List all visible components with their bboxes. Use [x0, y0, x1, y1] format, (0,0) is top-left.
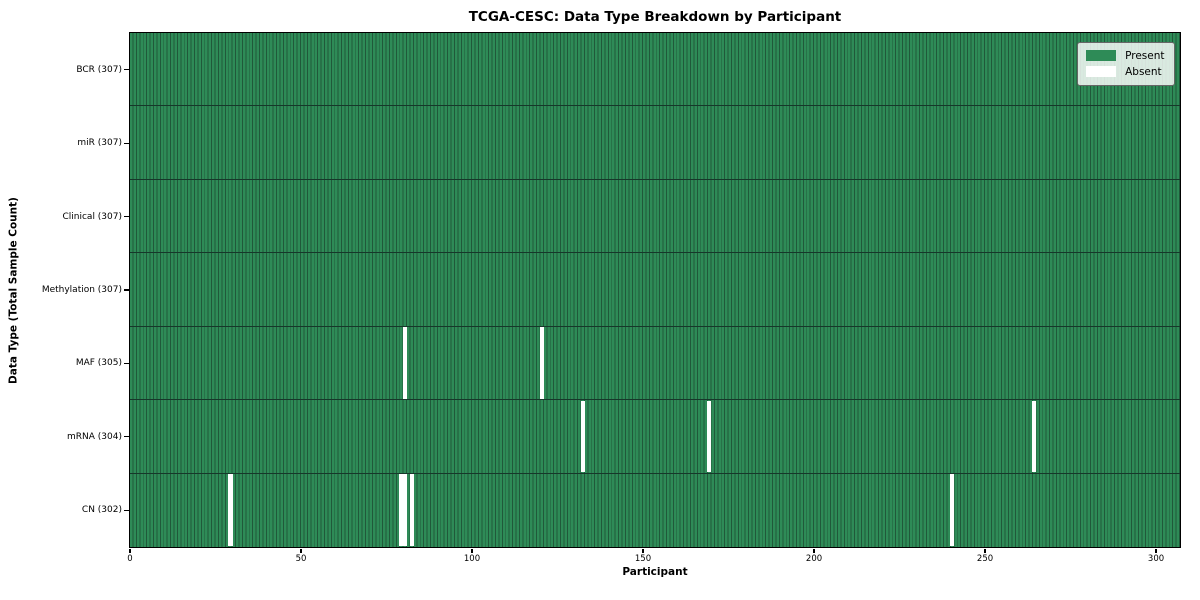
x-tick-label: 100	[463, 554, 481, 564]
y-tick-label: MAF (305)	[75, 358, 122, 369]
legend-item-label: Present	[1125, 49, 1165, 62]
y-tick-mark	[123, 436, 129, 438]
absent-cell	[402, 327, 407, 399]
y-tick-label: Methylation (307)	[41, 285, 122, 295]
absent-cell	[707, 400, 712, 473]
x-tick-label: 300	[1147, 554, 1165, 564]
absent-cell	[1032, 400, 1037, 473]
absent-cell	[580, 400, 585, 473]
x-tick-label: 150	[634, 554, 652, 564]
absent-cell	[950, 473, 955, 546]
row-divider	[129, 178, 1180, 180]
y-tick-label: mRNA (304)	[67, 431, 122, 442]
y-tick-label: CN (302)	[81, 505, 122, 516]
plot-area: Present Absent	[128, 31, 1181, 548]
absent-cell	[399, 473, 404, 546]
y-tick-mark	[123, 142, 129, 144]
y-tick-label: miR (307)	[77, 138, 122, 149]
present-swatch-icon	[1086, 50, 1117, 61]
legend-item-label: Absent	[1125, 65, 1162, 78]
absent-swatch-icon	[1086, 66, 1117, 77]
x-tick-mark	[471, 548, 473, 553]
y-tick-mark	[123, 362, 129, 365]
absent-cell	[402, 473, 407, 546]
row-divider	[129, 325, 1180, 327]
x-tick-label: 50	[295, 554, 307, 564]
absent-cell	[409, 473, 414, 546]
absent-cell	[539, 327, 544, 399]
x-tick-mark	[129, 548, 131, 553]
legend-item: Absent	[1086, 64, 1164, 80]
absent-cell	[228, 473, 233, 546]
x-tick-mark	[300, 548, 302, 553]
y-tick-mark	[123, 215, 129, 218]
x-tick-label: 0	[127, 554, 133, 564]
row-divider	[129, 105, 1180, 107]
legend-item: Present	[1086, 48, 1165, 64]
y-tick-mark	[123, 289, 129, 291]
y-tick-mark	[123, 509, 129, 511]
x-tick-mark	[984, 548, 986, 553]
y-tick-mark	[123, 69, 129, 71]
x-tick-label: 250	[976, 554, 994, 564]
x-tick-label: 200	[805, 554, 823, 564]
row-divider	[129, 472, 1180, 474]
y-tick-label: Clinical (307)	[62, 211, 122, 222]
y-tick-label: BCR (307)	[76, 64, 122, 75]
x-tick-mark	[642, 548, 644, 553]
row-divider	[129, 252, 1180, 254]
legend: Present Absent	[1077, 41, 1175, 86]
x-axis-label: Participant	[622, 566, 688, 578]
x-tick-mark	[813, 548, 815, 553]
x-tick-mark	[1155, 548, 1157, 553]
row-divider	[129, 399, 1180, 401]
chart-title: TCGA-CESC: Data Type Breakdown by Partic…	[468, 9, 842, 25]
